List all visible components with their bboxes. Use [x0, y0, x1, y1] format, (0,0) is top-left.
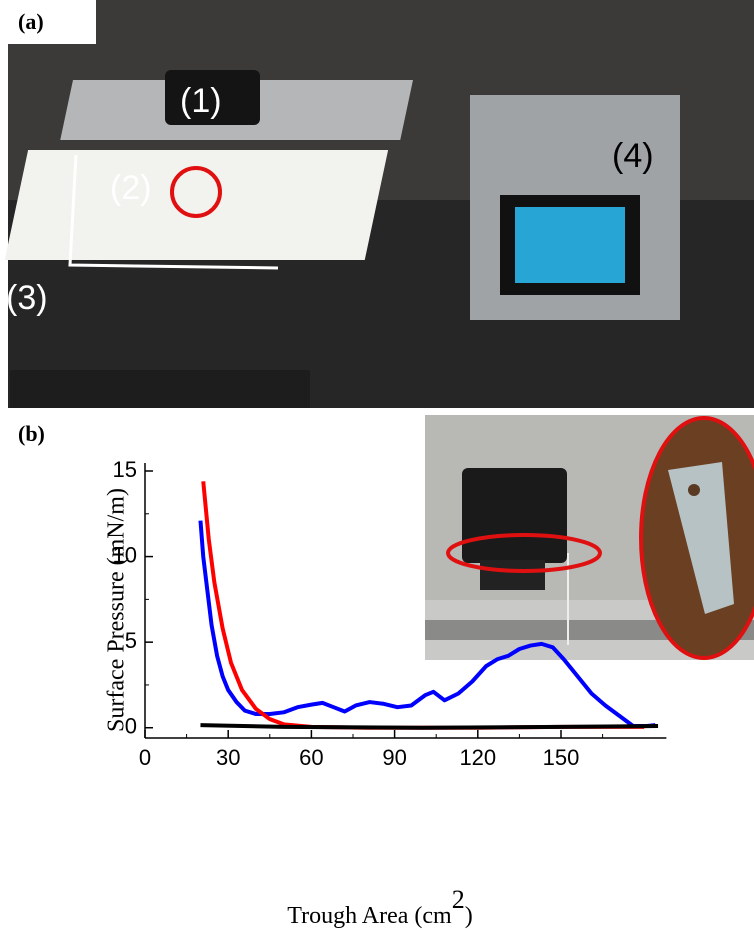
panel-label: (b): [18, 421, 45, 446]
photo-label: (4): [612, 137, 654, 175]
x-axis-title-part: ): [465, 903, 473, 929]
data-line: [200, 723, 659, 730]
y-tick-label: 15: [113, 457, 137, 482]
x-axis-title: Trough Area (cm2): [287, 885, 472, 928]
x-tick-label: 120: [459, 745, 496, 770]
x-axis-title-part: 2: [452, 885, 465, 914]
photo-a: (a) (1) (2) (3) (4): [0, 0, 754, 408]
x-tick-label: 30: [216, 745, 240, 770]
x-tick-label: 60: [299, 745, 323, 770]
x-tick-label: 90: [382, 745, 406, 770]
panel-label: (a): [18, 9, 44, 34]
photo-label: (3): [6, 279, 48, 317]
photo-label: (1): [180, 82, 222, 120]
x-axis-title-part: Trough Area (cm: [287, 903, 452, 929]
photo-label: (2): [110, 169, 152, 207]
y-axis-title: Surface Pressure (mN/m): [104, 488, 130, 732]
inset-photo: [425, 415, 754, 660]
data-line: [198, 520, 656, 729]
x-tick-label: 0: [139, 745, 151, 770]
y-tick-label: 10: [113, 542, 137, 567]
x-tick-label: 150: [543, 745, 580, 770]
y-tick-label: 0: [125, 714, 137, 739]
y-tick-label: 5: [125, 628, 137, 653]
